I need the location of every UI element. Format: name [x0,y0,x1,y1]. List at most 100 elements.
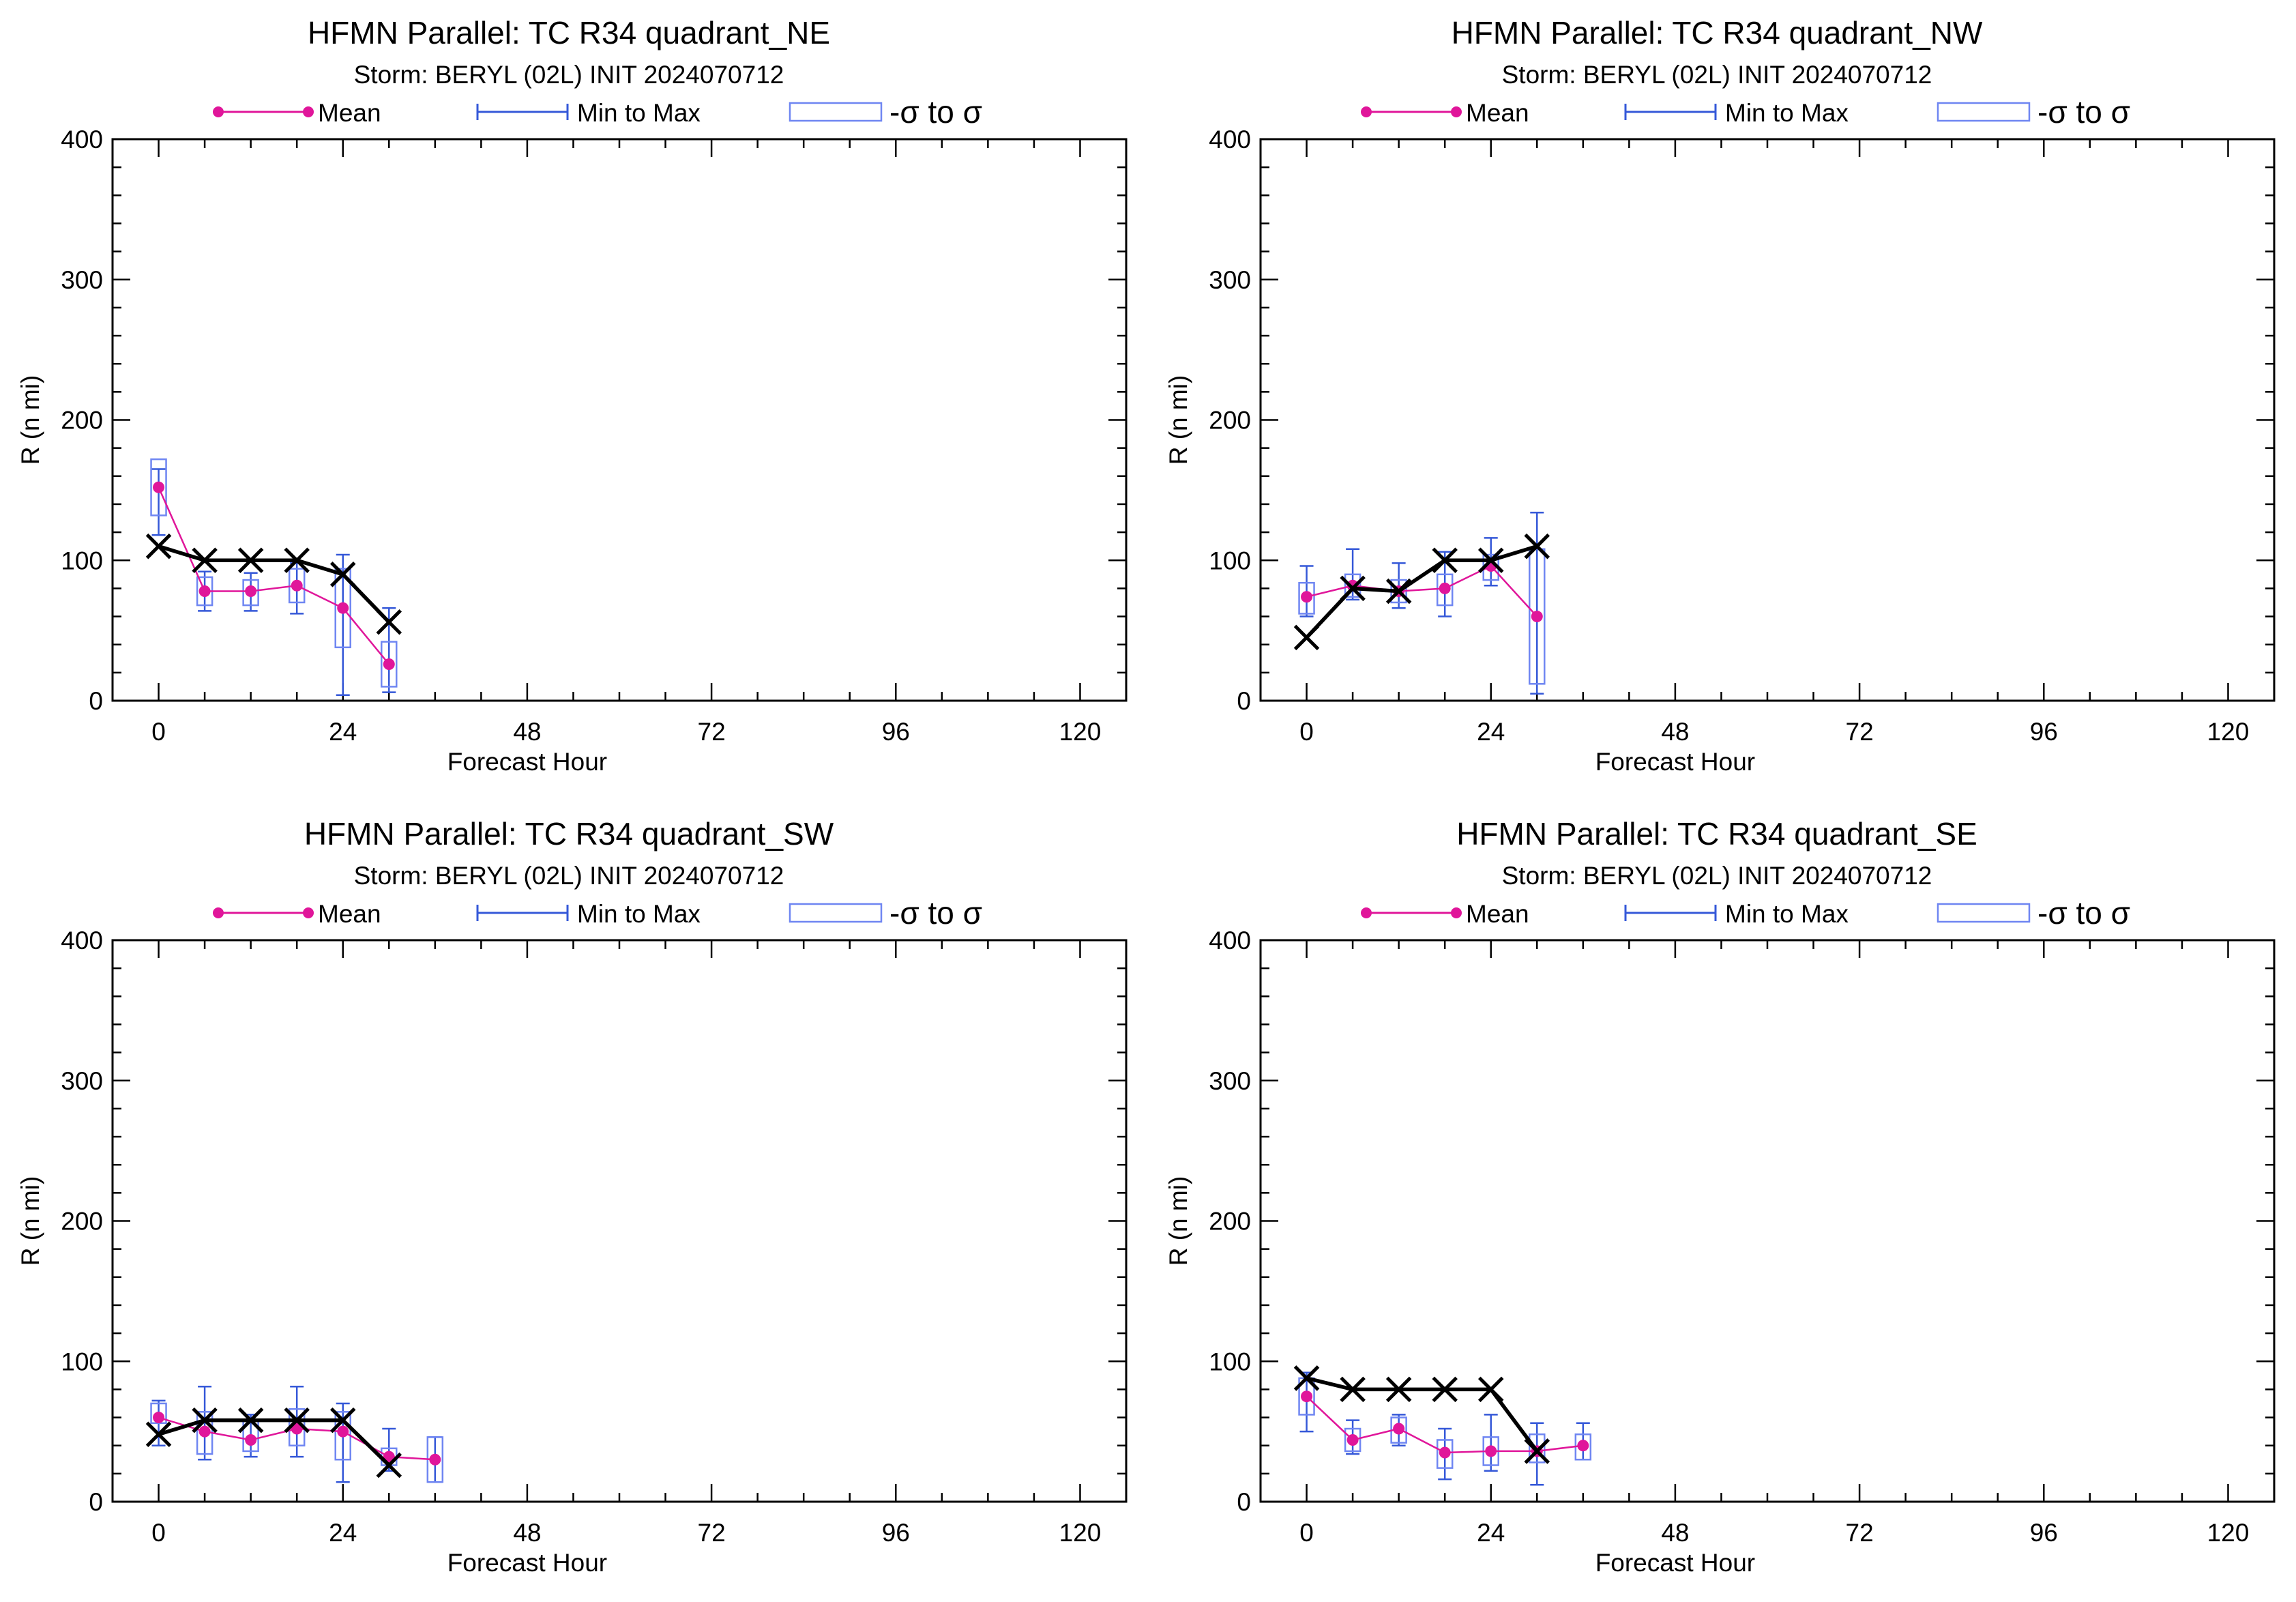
legend-sigma-label: -σ to σ [2037,94,2130,130]
y-axis-label: R (n mi) [1164,375,1192,465]
chart-subtitle: Storm: BERYL (02L) INIT 2024070712 [1502,61,1932,89]
plot-frame [1259,138,2276,702]
mean-point [383,1451,395,1463]
observed-point [1385,578,1412,605]
sigma-box [150,458,167,516]
observed-point [376,1452,402,1479]
legend-mean-marker [213,907,224,918]
observed-point [1385,1376,1412,1403]
observed-point [1432,547,1458,574]
mean-point [1346,1433,1359,1446]
observed-x-stroke [1524,1438,1550,1464]
observed-x-stroke [1340,1376,1366,1403]
observed-point [1432,1376,1458,1403]
mean-point [198,585,211,598]
sigma-box [242,579,259,607]
mean-point [383,658,395,671]
mean-point [337,602,349,614]
observed-line [1305,544,1538,639]
observed-point [1293,1365,1320,1391]
legend-mean-marker [1451,106,1462,117]
x-axis: 0 24 48 72 96 120 Forecast Hour [151,139,1128,776]
observed-x-stroke [1293,624,1320,651]
legend-mean-label: Mean [1466,900,1529,928]
x-tick-label: 24 [1477,1519,1505,1547]
observed-point [284,1407,310,1433]
legend-sigma-box [789,102,883,122]
chart-panel-4: HFMN Parallel: TC R34 quadrant_SE Storm: … [1164,816,2276,1577]
y-tick-label: 400 [1209,927,1251,955]
legend-minmax-label: Min to Max [1725,99,1849,127]
y-axis-label: R (n mi) [1164,1176,1192,1266]
legend-mean-label: Mean [1466,99,1529,127]
legend-minmax-label: Min to Max [577,900,701,928]
observed-x-stroke [237,547,264,574]
chart-panel-3: HFMN Parallel: TC R34 quadrant_SW Storm: … [16,816,1128,1577]
observed-x-stroke [145,1421,172,1448]
x-axis-label: Forecast Hour [447,748,607,776]
observed-point [329,1407,356,1433]
legend-mean-marker [1361,907,1372,918]
chart-subtitle: Storm: BERYL (02L) INIT 2024070712 [354,61,784,89]
legend: Mean Min to Max -σ to σ [1361,895,2130,931]
mean-point [291,579,303,592]
mean-point [153,481,165,493]
x-tick-label: 24 [1477,718,1505,746]
legend-mean-marker [303,106,314,117]
legend-sigma-label: -σ to σ [889,895,982,931]
chart-panel-2: HFMN Parallel: TC R34 quadrant_NW Storm: … [1164,15,2276,776]
mean-line [158,486,390,665]
plot-data [1293,512,1550,695]
y-tick-label: 100 [61,547,103,574]
legend-mean-label: Mean [318,99,381,127]
observed-x-stroke [1432,1376,1458,1403]
mean-point [153,1412,165,1424]
observed-point [145,533,172,559]
x-tick-label: 120 [1059,718,1102,746]
x-tick-label: 48 [513,718,541,746]
legend: Mean Min to Max -σ to σ [1361,94,2130,130]
observed-point [1524,1438,1550,1464]
observed-x-stroke [1340,575,1366,602]
chart-title: HFMN Parallel: TC R34 quadrant_NE [308,15,830,50]
observed-x-stroke [376,609,402,635]
observed-point [192,547,218,574]
y-tick-label: 200 [61,407,103,435]
observed-point [1477,1376,1504,1403]
observed-x-stroke [192,547,218,574]
legend-mean-marker [303,907,314,918]
x-tick-label: 24 [329,1519,357,1547]
legend-mean-marker [1451,907,1462,918]
plot-frame [111,939,1128,1503]
x-tick-label: 120 [2207,718,2250,746]
x-axis-label: Forecast Hour [1595,748,1755,776]
y-axis: 0 100 200 300 400 R (n mi) [1164,927,2274,1516]
x-tick-label: 48 [513,1519,541,1547]
legend-sigma-box [789,903,883,923]
y-tick-label: 0 [1237,1488,1251,1516]
x-tick-label: 120 [2207,1519,2250,1547]
legend: Mean Min to Max -σ to σ [213,94,982,130]
y-axis-label: R (n mi) [16,375,44,465]
y-tick-label: 300 [61,1067,103,1095]
y-tick-label: 400 [61,126,103,154]
observed-point [237,1407,264,1433]
observed-x-stroke [1432,547,1458,574]
mean-point [245,1433,257,1446]
y-axis: 0 100 200 300 400 R (n mi) [16,927,1126,1516]
observed-x-stroke [1385,578,1412,605]
mean-point [1485,1445,1497,1457]
y-tick-label: 400 [1209,126,1251,154]
legend: Mean Min to Max -σ to σ [213,895,982,931]
observed-point [1524,533,1550,559]
y-axis: 0 100 200 300 400 R (n mi) [16,126,1126,715]
y-axis: 0 100 200 300 400 R (n mi) [1164,126,2274,715]
plot-data [1293,1365,1592,1486]
y-tick-label: 400 [61,927,103,955]
y-tick-label: 0 [89,687,103,715]
y-tick-label: 200 [61,1208,103,1236]
x-tick-label: 0 [151,718,166,746]
x-tick-label: 72 [698,718,726,746]
legend-minmax-label: Min to Max [1725,900,1849,928]
x-axis-label: Forecast Hour [1595,1549,1755,1577]
